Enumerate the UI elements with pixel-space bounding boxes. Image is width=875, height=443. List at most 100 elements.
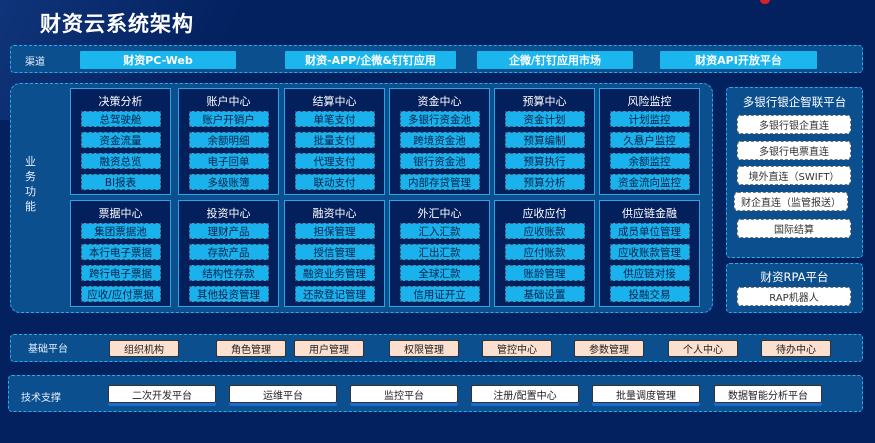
module-item[interactable]: 银行资金池 [399,153,480,169]
module-5: 风险监控计划监控久悬户监控余额监控资金流向监控 [599,88,700,195]
module-item[interactable]: 计划监控 [609,111,690,127]
module-item[interactable]: 其他投资管理 [188,286,269,302]
brand-logo [760,0,770,4]
module-title: 外汇中心 [417,207,462,220]
module-item[interactable]: 跨行电子票据 [80,265,161,281]
module-item[interactable]: 基础设置 [504,286,585,302]
module-item[interactable]: 集团票据池 [80,223,161,239]
module-item[interactable]: 跨境资金池 [399,132,480,148]
module-title: 应收应付 [522,207,567,220]
module-11: 供应链金融成员单位管理 应收账款管理 供应链对接投融交易 [599,200,700,307]
module-title: 决策分析 [98,95,143,108]
module-item[interactable]: 预算执行 [504,153,585,169]
module-item[interactable]: 久悬户监控 [609,132,690,148]
module-title: 资金中心 [417,95,462,108]
module-title: 风险监控 [627,95,672,108]
module-item[interactable]: 余额监控 [609,153,690,169]
module-item[interactable]: 代理支付 [294,153,375,169]
module-item[interactable]: 融资总览 [80,153,161,169]
tech-item[interactable]: 批量调度管理 [592,385,700,403]
module-6: 票据中心集团票据池本行电子票据 跨行电子票据 应收/应付票据 [70,200,171,307]
module-item[interactable]: 资金流量 [80,132,161,148]
base-item[interactable]: 组织机构 [109,340,179,357]
module-title: 预算中心 [522,95,567,108]
module-item[interactable]: 本行电子票据 [80,244,161,260]
bank-title: 多银行银企智联平台 [742,95,847,109]
module-item[interactable]: 总驾驶舱 [80,111,161,127]
module-item[interactable]: 预算分析 [504,174,585,190]
module-item[interactable]: 应收账款管理 [609,244,690,260]
base-item[interactable]: 参数管理 [574,340,644,357]
rpa-panel: 财资RPA平台 RAP机器人 [726,263,863,313]
base-item[interactable]: 个人中心 [668,340,738,357]
module-item[interactable]: 供应链对接 [609,265,690,281]
bank-item[interactable]: 财企直连（监管报送） [734,192,848,211]
module-10: 应收应付应收账款应付账款账龄管理基础设置 [494,200,595,307]
base-item[interactable]: 权限管理 [389,340,459,357]
base-label: 基础平台 [28,344,68,355]
base-item[interactable]: 管控中心 [482,340,552,357]
module-item[interactable]: 理财产品 [188,223,269,239]
module-item[interactable]: 电子回单 [188,153,269,169]
module-item[interactable]: BI报表 [80,174,161,190]
module-item[interactable]: 预算编制 [504,132,585,148]
module-item[interactable]: 多级账簿 [188,174,269,190]
module-item[interactable]: 存款产品 [188,244,269,260]
module-item[interactable]: 应收/应付票据 [80,286,161,302]
page-title: 财资云系统架构 [40,12,194,36]
tech-item[interactable]: 监控平台 [350,385,458,403]
module-item[interactable]: 余额明细 [188,132,269,148]
channel-market[interactable]: 企微/钉钉应用市场 [477,51,633,69]
tech-item[interactable]: 数据智能分析平台 [714,385,822,403]
module-item[interactable]: 还款登记管理 [294,286,375,302]
module-item[interactable]: 授信管理 [294,244,375,260]
module-item[interactable]: 内部存贷管理 [399,174,480,190]
base-item[interactable]: 用户管理 [294,340,364,357]
module-item[interactable]: 投融交易 [609,286,690,302]
bank-panel: 多银行银企智联平台 多银行银企直连 多银行电票直连 境外直连（SWIFT） 财企… [726,87,863,258]
module-1: 账户中心 账户开销户 余额明细 电子回单 多级账簿 [178,88,279,195]
base-item[interactable]: 角色管理 [216,340,286,357]
tech-panel: 技术支撑 二次开发平台 运维平台 监控平台 注册/配置中心 批量调度管理 数据智能分析平台 [8,375,863,412]
module-item[interactable]: 资金流向监控 [609,174,690,190]
module-item[interactable]: 应收账款 [504,223,585,239]
module-3: 资金中心多银行资金池 跨境资金池银行资金池内部存贷管理 [389,88,490,195]
channel-app[interactable]: 财资-APP/企微&钉钉应用 [285,51,456,69]
module-title: 融资中心 [312,207,357,220]
module-item[interactable]: 成员单位管理 [609,223,690,239]
channel-api[interactable]: 财资API开放平台 [660,51,817,69]
base-item[interactable]: 待办中心 [761,340,831,357]
module-8: 融资中心担保管理授信管理融资业务管理 还款登记管理 [284,200,385,307]
tech-item[interactable]: 注册/配置中心 [471,385,579,403]
module-item[interactable]: 资金计划 [504,111,585,127]
channels-label: 渠道 [25,57,45,68]
module-title: 票据中心 [98,207,143,220]
bank-item[interactable]: 境外直连（SWIFT） [737,166,851,185]
module-item[interactable]: 全球汇款 [399,265,480,281]
module-item[interactable]: 批量支付 [294,132,375,148]
module-4: 预算中心资金计划预算编制预算执行预算分析 [494,88,595,195]
module-item[interactable]: 账户开销户 [188,111,269,127]
module-item[interactable]: 结构性存款 [188,265,269,281]
module-item[interactable]: 汇出汇款 [399,244,480,260]
tech-item[interactable]: 运维平台 [229,385,337,403]
bank-item[interactable]: 多银行银企直连 [737,115,851,134]
module-item[interactable]: 联动支付 [294,174,375,190]
tech-item[interactable]: 二次开发平台 [108,385,216,403]
module-item[interactable]: 多银行资金池 [399,111,480,127]
channel-pc-web[interactable]: 财资PC-Web [80,51,236,69]
module-title: 投资中心 [206,207,251,220]
module-item[interactable]: 信用证开立 [399,286,480,302]
module-item[interactable]: 单笔支付 [294,111,375,127]
rpa-title: 财资RPA平台 [760,270,829,284]
module-title: 供应链金融 [622,207,677,220]
rpa-item[interactable]: RAP机器人 [737,287,851,306]
bank-item[interactable]: 多银行电票直连 [737,141,851,160]
module-item[interactable]: 应付账款 [504,244,585,260]
module-item[interactable]: 汇入汇款 [399,223,480,239]
tech-label: 技术支撑 [21,393,61,404]
module-item[interactable]: 融资业务管理 [294,265,375,281]
module-item[interactable]: 担保管理 [294,223,375,239]
bank-item[interactable]: 国际结算 [737,219,851,238]
module-item[interactable]: 账龄管理 [504,265,585,281]
